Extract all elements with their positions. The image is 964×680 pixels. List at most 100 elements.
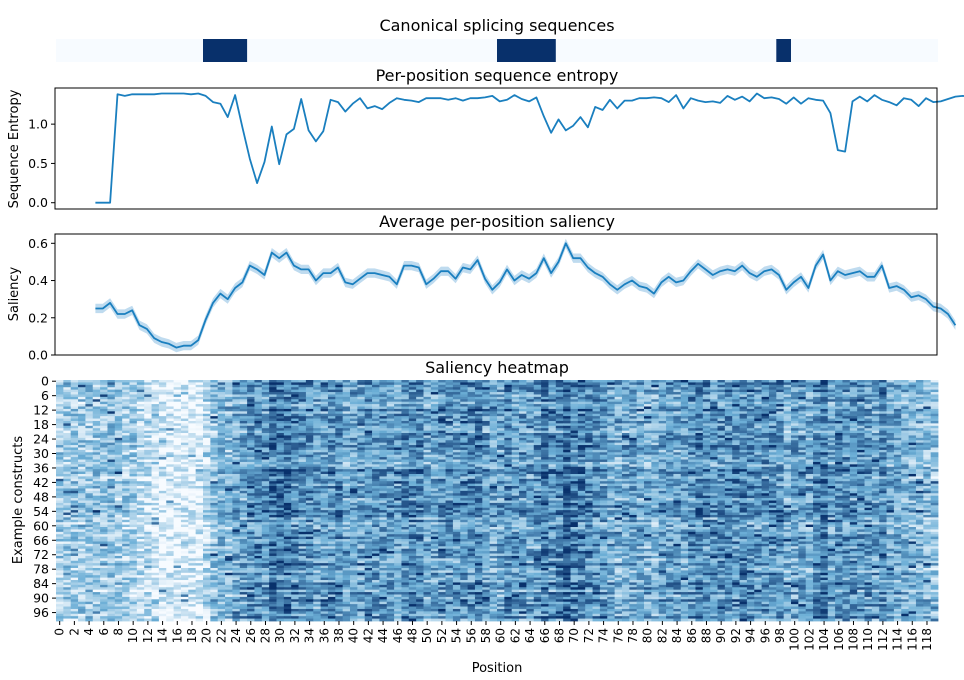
heatmap-cell xyxy=(269,401,277,405)
heatmap-cell xyxy=(180,466,189,470)
heatmap-cell xyxy=(813,430,821,434)
heatmap-cell xyxy=(254,447,263,451)
heatmap-cell xyxy=(548,408,557,412)
heatmap-cell xyxy=(724,435,733,439)
heatmap-cell xyxy=(225,387,233,391)
heatmap-cell xyxy=(930,396,939,400)
heatmap-cell xyxy=(915,454,924,458)
heatmap-cell xyxy=(857,461,865,465)
heatmap-cell xyxy=(394,457,402,460)
heatmap-cell xyxy=(298,392,307,395)
heatmap-cell xyxy=(180,413,189,417)
heatmap-cell xyxy=(739,457,748,460)
heatmap-cell xyxy=(100,425,108,429)
heatmap-cell xyxy=(666,399,674,403)
heatmap-cell xyxy=(217,440,226,444)
heatmap-cell xyxy=(893,471,902,475)
heatmap-cell xyxy=(423,430,432,434)
heatmap-cell xyxy=(526,473,535,477)
heatmap-cell xyxy=(225,418,233,422)
heatmap-cell xyxy=(739,399,748,403)
heatmap-cell xyxy=(335,418,344,422)
heatmap-cell xyxy=(908,411,917,415)
heatmap-cell xyxy=(710,437,718,441)
heatmap-cell xyxy=(563,382,571,386)
heatmap-cell xyxy=(78,469,86,472)
heatmap-cell xyxy=(724,459,733,463)
heatmap-cell xyxy=(129,464,138,468)
heatmap-cell xyxy=(416,461,424,465)
heatmap-cell xyxy=(129,404,138,407)
heatmap-cell xyxy=(350,411,358,415)
heatmap-cell xyxy=(577,433,586,436)
heatmap-cell xyxy=(217,471,226,475)
heatmap-cell xyxy=(467,452,476,456)
heatmap-cell xyxy=(489,466,498,470)
heatmap-cell xyxy=(445,449,454,453)
heatmap-cell xyxy=(92,464,101,468)
heatmap-cell xyxy=(467,440,476,444)
heatmap-cell xyxy=(357,445,366,448)
heatmap-cell xyxy=(474,447,483,451)
heatmap-cell xyxy=(857,425,865,429)
heatmap-cell xyxy=(158,447,167,451)
heatmap-cell xyxy=(92,423,101,427)
heatmap-cell xyxy=(438,380,446,383)
heatmap-cell xyxy=(203,384,211,388)
heatmap-cell xyxy=(70,430,79,434)
heatmap-cell xyxy=(585,401,593,405)
heatmap-cell xyxy=(188,433,197,436)
heatmap-cell xyxy=(283,433,292,436)
heatmap-cell xyxy=(923,401,932,405)
heatmap-cell xyxy=(842,454,851,458)
heatmap-cell xyxy=(761,418,770,422)
heatmap-cell xyxy=(842,411,851,415)
heatmap-cell xyxy=(930,466,939,470)
heatmap-cell xyxy=(379,476,388,480)
heatmap-cell xyxy=(291,449,299,453)
heatmap-cell xyxy=(313,445,321,448)
heatmap-cell xyxy=(592,440,601,444)
heatmap-cell xyxy=(871,471,880,475)
heatmap-cell xyxy=(746,435,755,439)
heatmap-cell xyxy=(776,380,785,383)
heatmap-cell xyxy=(754,416,762,419)
heatmap-cell xyxy=(746,406,755,410)
heatmap-cell xyxy=(563,471,571,475)
heatmap-cell xyxy=(504,380,513,383)
heatmap-cell xyxy=(452,452,461,456)
heatmap-cell xyxy=(724,401,733,405)
heatmap-cell xyxy=(489,406,498,410)
heatmap-cell xyxy=(195,430,204,434)
heatmap-cell xyxy=(320,411,329,415)
heatmap-cell xyxy=(489,442,498,446)
heatmap-cell xyxy=(827,418,836,422)
heatmap-cell xyxy=(570,457,579,460)
heatmap-cell xyxy=(151,396,160,400)
heatmap-cell xyxy=(408,416,417,419)
heatmap-cell xyxy=(364,461,373,465)
heatmap-cell xyxy=(239,459,248,463)
heatmap-cell xyxy=(305,411,314,415)
heatmap-cell xyxy=(291,404,299,407)
heatmap-cell xyxy=(269,473,277,477)
heatmap-cell xyxy=(879,382,887,386)
heatmap-cell xyxy=(460,389,468,393)
heatmap-cell xyxy=(195,433,204,436)
heatmap-cell xyxy=(438,382,446,386)
heatmap-cell xyxy=(923,420,932,424)
heatmap-cell xyxy=(350,464,358,468)
heatmap-cell xyxy=(166,473,174,477)
heatmap-cell xyxy=(798,384,807,388)
heatmap-cell xyxy=(702,406,711,410)
heatmap-cell xyxy=(467,447,476,451)
heatmap-cell xyxy=(717,430,726,434)
heatmap-cell xyxy=(401,435,410,439)
heatmap-cell xyxy=(680,394,689,398)
heatmap-cell xyxy=(901,406,909,410)
heatmap-cell xyxy=(394,469,402,472)
heatmap-cell xyxy=(629,428,638,432)
heatmap-cell xyxy=(555,466,564,470)
heatmap-cell xyxy=(430,442,439,446)
heatmap-cell xyxy=(930,404,939,407)
